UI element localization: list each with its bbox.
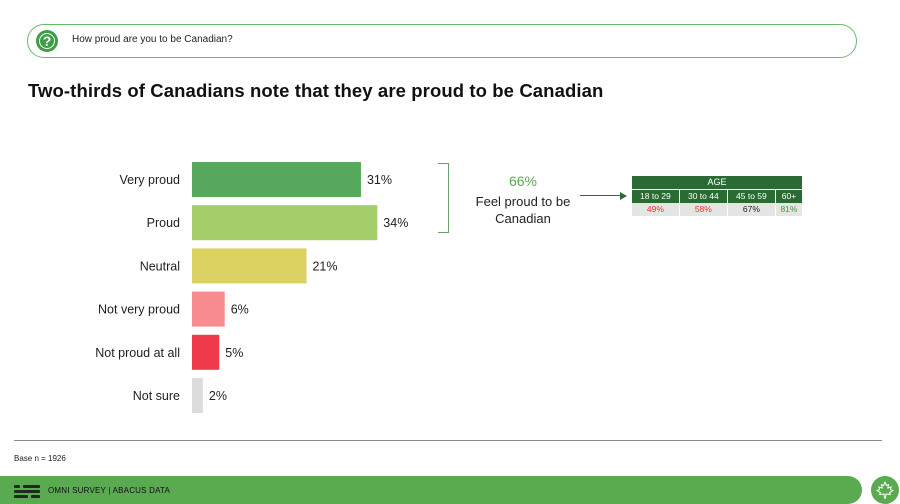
base-n-note: Base n = 1926 (14, 454, 66, 463)
abacus-logo-icon (14, 485, 40, 498)
page-title: Two-thirds of Canadians note that they a… (28, 80, 604, 101)
age-table: AGE 18 to 29 30 to 44 45 to 59 60+ 49% 5… (632, 176, 802, 216)
age-value: 67% (726, 203, 776, 216)
summary-percent: 66% (508, 173, 538, 189)
value-label: 31% (367, 173, 392, 187)
age-group: 18 to 29 (632, 189, 680, 203)
age-group: 30 to 44 (678, 189, 728, 203)
category-label: Proud (147, 216, 180, 230)
category-label: Not proud at all (95, 346, 180, 360)
question-box: ? How proud are you to be Canadian? (27, 24, 857, 58)
summary-bracket (438, 163, 449, 233)
arrow-icon (580, 195, 622, 197)
category-label: Not very proud (98, 303, 180, 317)
footer-bar: OMNI SURVEY | ABACUS DATA (0, 476, 862, 504)
value-label: 5% (225, 346, 243, 360)
bar (192, 291, 225, 327)
bar (192, 205, 378, 241)
question-circle-icon: ? (36, 30, 58, 52)
category-label: Very proud (120, 173, 181, 187)
age-group: 60+ (774, 189, 802, 203)
age-value: 49% (632, 203, 680, 216)
bar (192, 334, 220, 370)
bar-chart: Very proud 31% Proud 34% Neutral 21% Not very … (95, 162, 408, 413)
category-label: Neutral (140, 259, 180, 273)
value-label: 34% (383, 216, 408, 230)
maple-leaf-icon (871, 476, 899, 504)
bar (192, 248, 307, 284)
footer-divider (14, 440, 882, 441)
age-table-header: AGE (632, 176, 802, 190)
summary-label: Feel proud to be Canadian (475, 194, 571, 226)
value-label: 6% (231, 303, 249, 317)
value-label: 2% (209, 389, 227, 403)
value-label: 21% (312, 259, 337, 273)
category-label: Not sure (133, 389, 180, 403)
bar (192, 162, 361, 197)
age-value: 58% (678, 203, 728, 216)
age-group: 45 to 59 (726, 189, 776, 203)
bar (192, 378, 203, 413)
footer-brand: OMNI SURVEY | ABACUS DATA (48, 486, 171, 495)
age-value: 81% (774, 203, 802, 216)
arrow-head-icon (620, 191, 627, 200)
question-text: How proud are you to be Canadian? (72, 34, 233, 45)
